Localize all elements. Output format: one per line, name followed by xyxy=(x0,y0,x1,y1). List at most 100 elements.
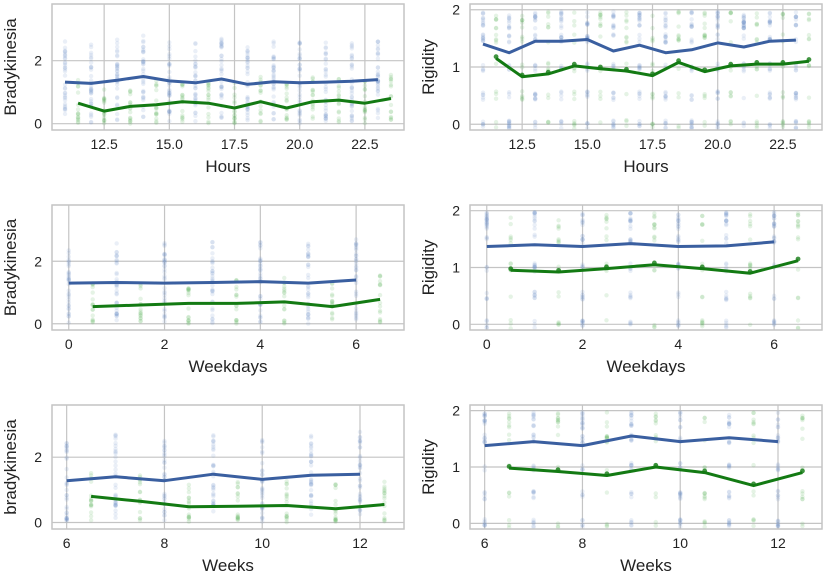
observation-point xyxy=(546,61,551,67)
observation-point xyxy=(572,126,577,130)
observation-point xyxy=(162,517,167,523)
observation-point xyxy=(162,438,167,444)
observation-point xyxy=(771,319,777,325)
observation-point xyxy=(210,313,215,318)
observation-point xyxy=(628,226,633,232)
observation-point xyxy=(724,221,729,227)
observation-point xyxy=(531,413,536,418)
observation-point xyxy=(323,118,328,124)
observation-point xyxy=(258,88,263,93)
observation-point xyxy=(598,23,603,28)
observation-point xyxy=(585,92,590,97)
observation-point xyxy=(580,463,585,468)
observation-point xyxy=(193,58,198,63)
observation-point xyxy=(88,87,94,93)
observation-point xyxy=(689,121,694,127)
observation-point xyxy=(219,84,224,90)
observation-point xyxy=(206,83,211,88)
observation-point xyxy=(162,496,167,502)
observation-point xyxy=(580,237,585,242)
x-tick-label: 15.0 xyxy=(574,136,601,152)
observation-point xyxy=(728,122,733,127)
observation-point xyxy=(676,36,681,41)
observation-point xyxy=(162,298,167,304)
observation-point xyxy=(775,489,781,494)
observation-point xyxy=(64,515,69,521)
observation-point xyxy=(676,261,681,267)
observation-point xyxy=(506,118,512,124)
observation-point xyxy=(375,85,381,90)
observation-point xyxy=(310,88,315,93)
axes-frame xyxy=(469,204,823,331)
observation-point xyxy=(258,293,263,299)
observation-point xyxy=(724,240,729,246)
observation-point xyxy=(235,513,240,519)
observation-point xyxy=(258,263,263,268)
observation-point xyxy=(186,288,191,293)
observation-point xyxy=(678,496,683,502)
observation-point xyxy=(357,497,363,502)
observation-point xyxy=(284,492,289,498)
observation-point xyxy=(308,453,314,459)
observation-point xyxy=(284,519,289,525)
observation-point xyxy=(162,269,167,275)
observation-point xyxy=(771,319,777,324)
observation-point xyxy=(258,242,263,248)
observation-point xyxy=(754,123,760,128)
observation-point xyxy=(637,64,642,69)
observation-point xyxy=(66,288,71,293)
observation-point xyxy=(653,414,658,420)
observation-point xyxy=(611,13,616,19)
observation-point xyxy=(114,300,119,305)
observation-point xyxy=(506,34,512,39)
observation-point xyxy=(154,106,159,112)
observation-point xyxy=(186,320,191,326)
observation-point xyxy=(211,509,216,514)
observation-point xyxy=(624,18,629,23)
observation-point xyxy=(482,464,487,469)
observation-point xyxy=(333,517,338,523)
observation-point xyxy=(580,323,585,328)
observation-point xyxy=(532,232,537,238)
observation-point xyxy=(211,462,216,468)
observation-point xyxy=(206,88,211,94)
observation-point xyxy=(329,293,335,299)
observation-point xyxy=(284,115,289,120)
observation-point xyxy=(724,222,729,228)
observation-point xyxy=(206,115,211,120)
observation-point xyxy=(751,433,756,438)
observation-point xyxy=(598,93,603,98)
observation-point xyxy=(306,293,311,298)
observation-point xyxy=(310,107,315,112)
observation-point xyxy=(689,124,694,129)
observation-point xyxy=(167,56,172,61)
observation-point xyxy=(741,23,746,28)
observation-point xyxy=(297,56,302,61)
observation-point xyxy=(245,63,250,68)
observation-point xyxy=(532,25,538,31)
observation-point xyxy=(323,116,328,121)
observation-point xyxy=(771,234,777,239)
observation-point xyxy=(598,96,603,102)
observation-point xyxy=(258,315,263,320)
observation-point xyxy=(724,297,729,303)
observation-point xyxy=(480,23,486,29)
observation-point xyxy=(210,320,215,326)
observation-point xyxy=(308,479,314,485)
observation-point xyxy=(519,17,525,23)
observation-point xyxy=(141,61,146,66)
observation-point xyxy=(141,49,146,54)
observation-point xyxy=(771,293,777,299)
observation-point xyxy=(559,97,564,102)
observation-point xyxy=(62,48,68,53)
observation-point xyxy=(637,121,642,127)
observation-point xyxy=(751,417,756,422)
observation-point xyxy=(676,212,681,218)
observation-point xyxy=(375,110,381,116)
observation-point xyxy=(650,94,655,100)
observation-point xyxy=(726,439,732,445)
observation-point xyxy=(484,322,489,328)
observation-point xyxy=(333,518,338,523)
observation-point xyxy=(652,225,657,230)
